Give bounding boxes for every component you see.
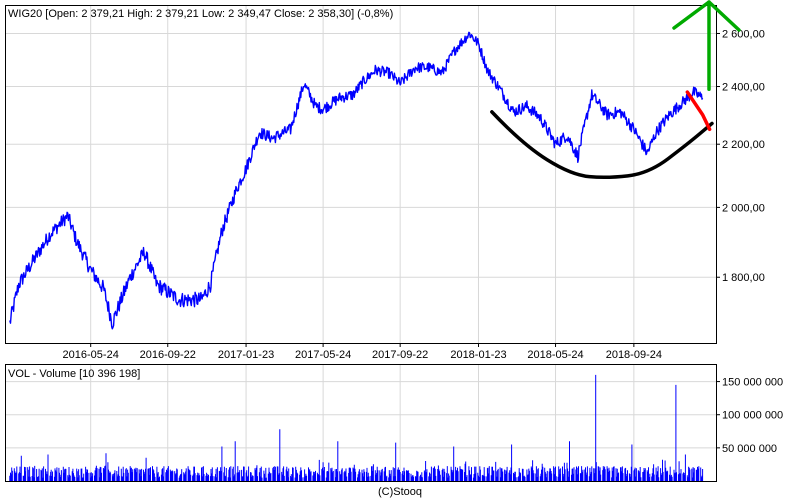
price-pane bbox=[5, 5, 717, 344]
price-header: WIG20 [Open: 2 379,21 High: 2 379,21 Low… bbox=[8, 8, 393, 20]
date-tick-label: 2018-05-24 bbox=[527, 349, 583, 361]
date-tick-label: 2018-01-23 bbox=[450, 349, 506, 361]
price-line bbox=[9, 31, 704, 330]
volume-grid bbox=[6, 365, 716, 481]
volume-bars-path bbox=[9, 374, 704, 481]
price-y-tick-label: 1 800,00 bbox=[722, 272, 765, 284]
stooq-credit: (C)Stooq bbox=[378, 486, 422, 498]
date-tick-label: 2017-05-24 bbox=[295, 349, 351, 361]
handle-line bbox=[685, 90, 712, 132]
breakout-arrow-head bbox=[672, 0, 741, 32]
date-tick-label: 2017-09-22 bbox=[372, 349, 428, 361]
cup-curve bbox=[490, 110, 714, 180]
price-y-tick-label: 2 000,00 bbox=[722, 202, 765, 214]
volume-y-tick-label: 50 000 000 bbox=[722, 443, 777, 455]
volume-y-tick-label: 150 000 000 bbox=[722, 377, 783, 389]
volume-header: VOL - Volume [10 396 198] bbox=[8, 368, 140, 380]
price-series bbox=[9, 31, 704, 330]
volume-y-tick-label: 100 000 000 bbox=[722, 410, 783, 422]
price-y-tick-label: 2 600,00 bbox=[722, 28, 765, 40]
date-tick-label: 2018-09-24 bbox=[606, 349, 662, 361]
date-tick-label: 2017-01-23 bbox=[218, 349, 274, 361]
volume-bars bbox=[9, 374, 704, 481]
price-y-tick-label: 2 400,00 bbox=[722, 82, 765, 94]
date-tick-label: 2016-05-24 bbox=[63, 349, 119, 361]
volume-y-axis: 50 000 000 100 000 000 150 000 000 bbox=[716, 377, 783, 455]
price-y-axis: 1 800,00 2 000,00 2 200,00 2 400,00 2 600,00 bbox=[716, 28, 765, 284]
date-x-axis: 2016-05-24 2016-09-22 2017-01-23 2017-05-24… bbox=[63, 343, 662, 361]
volume-pane bbox=[5, 364, 717, 482]
date-tick-label: 2016-09-22 bbox=[140, 349, 196, 361]
pattern-annotations bbox=[490, 0, 741, 180]
price-y-tick-label: 2 200,00 bbox=[722, 139, 765, 151]
